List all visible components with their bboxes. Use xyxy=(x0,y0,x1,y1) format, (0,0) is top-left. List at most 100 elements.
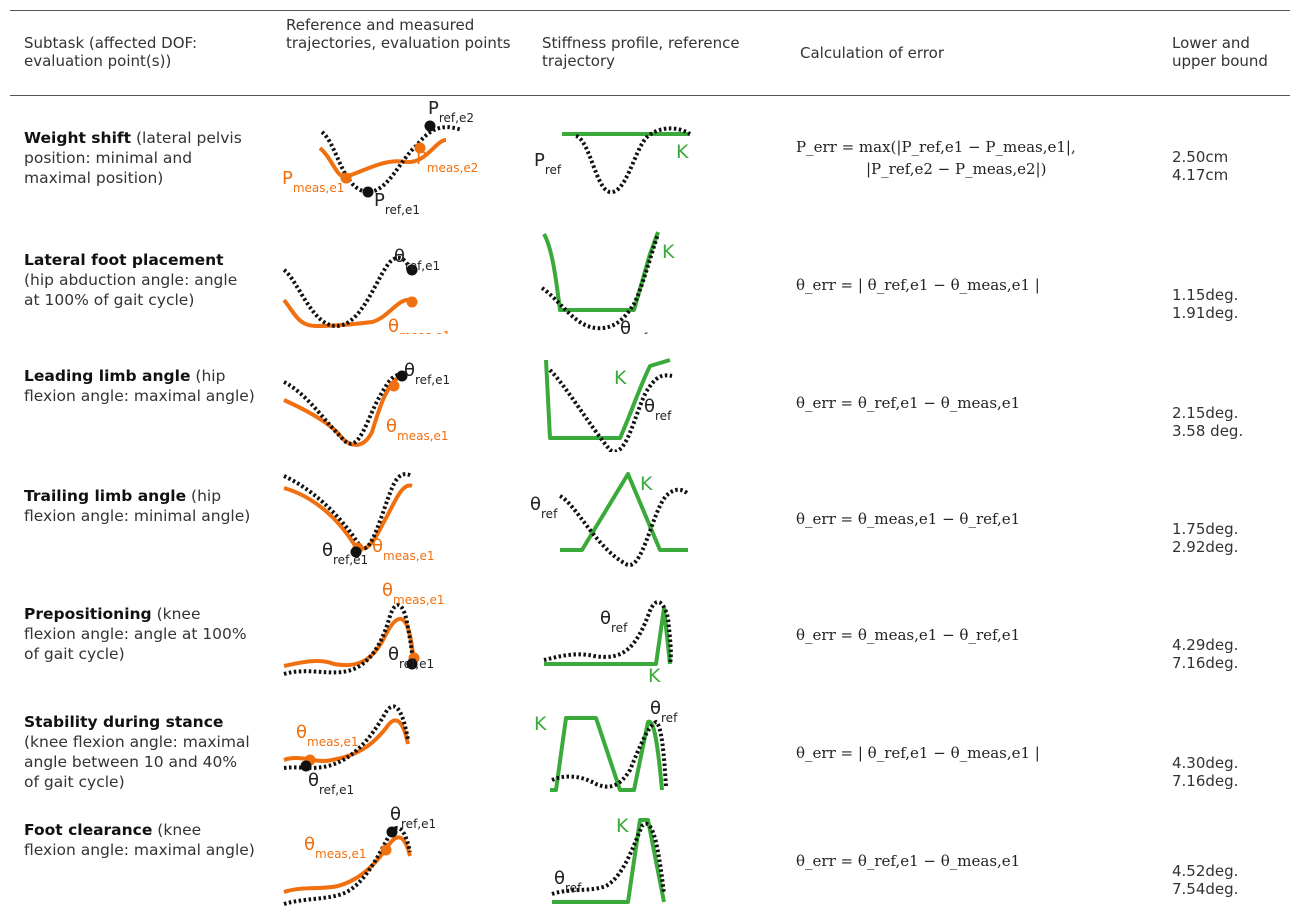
measured-trajectory xyxy=(283,835,412,894)
reference-trajectory xyxy=(320,125,463,195)
stiffness-profile xyxy=(560,472,688,552)
ref-point-e1 xyxy=(406,264,418,276)
reference-trajectory xyxy=(283,704,410,770)
header-reference: Reference and measured trajectories, eva… xyxy=(286,16,511,52)
error-formula: θ_err = θ_ref,e1 − θ_meas,e1 xyxy=(796,392,1020,414)
ref-point-e1 xyxy=(300,760,312,772)
ref-e1-label: θref,e1 xyxy=(322,540,368,567)
upper-bound: 7.54deg. xyxy=(1172,880,1239,898)
meas-e1-label: θmeas,e1 xyxy=(304,834,367,861)
formula-line: θ_err = | θ_ref,e1 − θ_meas,e1 | xyxy=(796,744,1040,762)
lower-bound: 1.15deg. xyxy=(1172,286,1239,304)
ref-point-e1 xyxy=(350,546,362,558)
reference-trajectory xyxy=(283,373,403,446)
lower-bound: 2.50cm xyxy=(1172,148,1229,166)
subtask-description: Leading limb angle (hip flexion angle: m… xyxy=(24,366,256,406)
formula-line: θ_err = θ_meas,e1 − θ_ref,e1 xyxy=(796,510,1021,528)
ref-point-e2 xyxy=(424,120,436,132)
ref-e2-label: Pref,e2 xyxy=(428,100,474,125)
meas-e1-label: Pmeas,e1 xyxy=(282,168,344,195)
error-formula: P_err = max(|P_ref,e1 − P_meas,e1|, |P_re… xyxy=(796,136,1076,180)
table-row: Leading limb angle (hip flexion angle: m… xyxy=(0,336,1296,452)
bounds-cell: 2.50cm 4.17cm xyxy=(1172,148,1272,184)
stiff-ref-label: θref xyxy=(650,698,678,725)
stiffness-profile xyxy=(552,818,666,904)
header-subtask: Subtask (affected DOF: evaluation point(… xyxy=(24,34,198,70)
stiff-ref-label: θref xyxy=(620,318,648,334)
subtask-name: Leading limb angle xyxy=(24,367,191,385)
stiffness-figure: θref K xyxy=(543,600,673,684)
meas-e2-label: Pmeas,e2 xyxy=(416,148,478,175)
stiffness-figure: θref K xyxy=(534,698,678,792)
lower-bound: 4.30deg. xyxy=(1172,754,1239,772)
stiff-ref-label: Pref xyxy=(534,150,562,177)
meas-e1-label: θmeas,e1 xyxy=(386,416,449,443)
formula-line: |P_ref,e2 − P_meas,e2|) xyxy=(866,160,1047,178)
table-row: Stability during stance (knee flexion an… xyxy=(0,686,1296,802)
subtask-detail: (knee flexion angle: maximal angle) xyxy=(24,821,255,859)
stiff-ref-label: θref xyxy=(554,868,582,895)
stiffness-profile xyxy=(542,231,660,312)
header-rule xyxy=(10,95,1290,96)
meas-e1-label: θmeas,e1 xyxy=(382,580,445,607)
ref-e1-label: θref,e1 xyxy=(394,246,440,273)
subtask-detail: (knee flexion angle: maximal angle betwe… xyxy=(24,733,250,791)
subtask-detail: (hip flexion angle: maximal angle) xyxy=(24,367,255,405)
stiffness-figure: θref K xyxy=(540,231,675,334)
upper-bound: 7.16deg. xyxy=(1172,772,1239,790)
ref-point-e1 xyxy=(362,186,374,198)
reference-trajectory xyxy=(282,255,412,329)
ref-e1-label: θref,e1 xyxy=(388,644,434,671)
stiffness-profile xyxy=(544,358,671,440)
error-formula: θ_err = | θ_ref,e1 − θ_meas,e1 | xyxy=(796,274,1040,296)
stiffness-profile xyxy=(550,716,664,792)
subtask-description: Stability during stance (knee flexion an… xyxy=(24,712,256,792)
ref-e1-label: Pref,e1 xyxy=(374,190,420,216)
measured-trajectory xyxy=(282,297,411,328)
subtask-name: Stability during stance xyxy=(24,713,224,731)
meas-point-e1 xyxy=(380,844,392,856)
ref-e1-label: θref,e1 xyxy=(404,360,450,387)
reference-trajectory xyxy=(548,368,673,452)
subtask-description: Trailing limb angle (hip flexion angle: … xyxy=(24,486,256,526)
subtask-name: Weight shift xyxy=(24,129,132,147)
bounds-cell: 4.52deg. 7.54deg. xyxy=(1172,862,1272,898)
measured-trajectory xyxy=(283,374,402,447)
error-formula: θ_err = | θ_ref,e1 − θ_meas,e1 | xyxy=(796,742,1040,764)
subtask-detail: (hip abduction angle: angle at 100% of g… xyxy=(24,271,238,309)
bounds-cell: 1.75deg. 2.92deg. xyxy=(1172,520,1272,556)
header-error: Calculation of error xyxy=(800,44,944,62)
formula-line: θ_err = | θ_ref,e1 − θ_meas,e1 | xyxy=(796,276,1040,294)
stiffness-profile xyxy=(544,606,672,666)
meas-point-e2 xyxy=(414,142,426,154)
trajectory-figure: θmeas,e1 θref,e1 xyxy=(283,580,445,676)
subtask-description: Prepositioning (knee flexion angle: angl… xyxy=(24,604,256,664)
subtask-description: Lateral foot placement (hip abduction an… xyxy=(24,250,256,310)
upper-bound: 2.92deg. xyxy=(1172,538,1239,556)
stiffness-k-label: K xyxy=(676,141,689,163)
trajectory-figure: θmeas,e1 θref,e1 xyxy=(283,360,450,447)
bounds-cell: 4.29deg. 7.16deg. xyxy=(1172,636,1272,672)
top-rule xyxy=(10,10,1290,11)
stiffness-k-label: K xyxy=(640,473,653,495)
lower-bound: 1.75deg. xyxy=(1172,520,1239,538)
subtask-detail: (knee flexion angle: angle at 100% of ga… xyxy=(24,605,247,663)
subtask-description: Weight shift (lateral pelvis position: m… xyxy=(24,128,256,188)
subtask-description: Foot clearance (knee flexion angle: maxi… xyxy=(24,820,256,860)
table-row: Weight shift (lateral pelvis position: m… xyxy=(0,100,1296,216)
reference-trajectory xyxy=(540,233,660,331)
stiff-ref-label: θref xyxy=(600,608,628,635)
stiffness-k-label: K xyxy=(662,241,675,263)
upper-bound: 3.58 deg. xyxy=(1172,422,1244,440)
formula-line: θ_err = θ_ref,e1 − θ_meas,e1 xyxy=(796,394,1021,412)
subtask-detail: (lateral pelvis position: minimal and ma… xyxy=(24,129,242,187)
stiffness-figure: θref K xyxy=(544,358,673,452)
lower-bound: 4.52deg. xyxy=(1172,862,1239,880)
subtask-name: Trailing limb angle xyxy=(24,487,187,505)
stiffness-k-label: K xyxy=(614,367,627,389)
stiffness-figure: θref K xyxy=(551,815,666,904)
meas-e1-label: θmeas,e1 xyxy=(296,722,359,749)
